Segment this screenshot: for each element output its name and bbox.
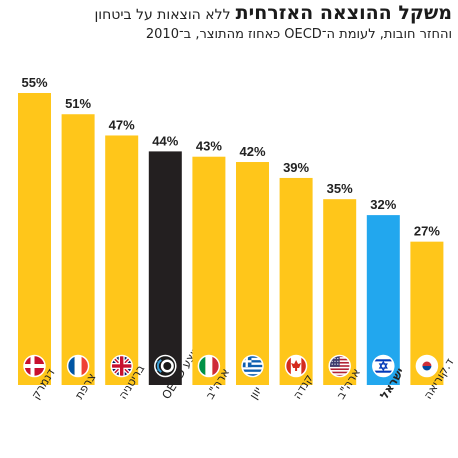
flag-uk-icon <box>110 354 133 378</box>
flag-greece-icon <box>241 354 264 378</box>
flag-usa-icon <box>328 354 351 378</box>
bar-7 <box>323 199 357 385</box>
value-label-8: 32% <box>370 197 396 212</box>
flag-italy-icon <box>197 354 221 378</box>
value-label-4: 43% <box>196 139 222 154</box>
value-label-5: 42% <box>239 144 265 159</box>
value-label-0: 55% <box>21 75 47 90</box>
bar-2 <box>105 135 139 385</box>
chart-title: משקל ההוצאה האזרחית ללא הוצאות על ביטחון <box>94 2 452 26</box>
bar-5 <box>236 162 269 385</box>
flag-canada-icon <box>284 354 308 378</box>
value-label-2: 47% <box>109 117 135 132</box>
value-label-9: 27% <box>414 224 440 239</box>
bar-6 <box>279 177 313 385</box>
bar-4 <box>192 156 226 385</box>
chart-subtitle: והחזר חובות, לעומת ה־OECD כאחוז מהתוצר, … <box>145 27 452 42</box>
bar-3 <box>148 151 182 385</box>
flag-denmark-icon <box>23 354 46 378</box>
category-label-5: יוון <box>246 384 264 402</box>
value-label-1: 51% <box>65 96 91 111</box>
value-label-6: 39% <box>283 160 309 175</box>
bar-1 <box>61 114 95 386</box>
value-label-3: 44% <box>152 133 178 148</box>
value-label-7: 35% <box>327 181 353 196</box>
bar-0 <box>18 93 51 385</box>
flag-south-korea-icon <box>415 354 439 378</box>
oecd-logo-icon <box>154 354 177 378</box>
flag-france-icon <box>66 354 90 378</box>
title-bold: משקל ההוצאה האזרחית <box>235 2 452 24</box>
flag-israel-icon <box>372 354 395 378</box>
title-normal: ללא הוצאות על ביטחון <box>94 7 231 23</box>
